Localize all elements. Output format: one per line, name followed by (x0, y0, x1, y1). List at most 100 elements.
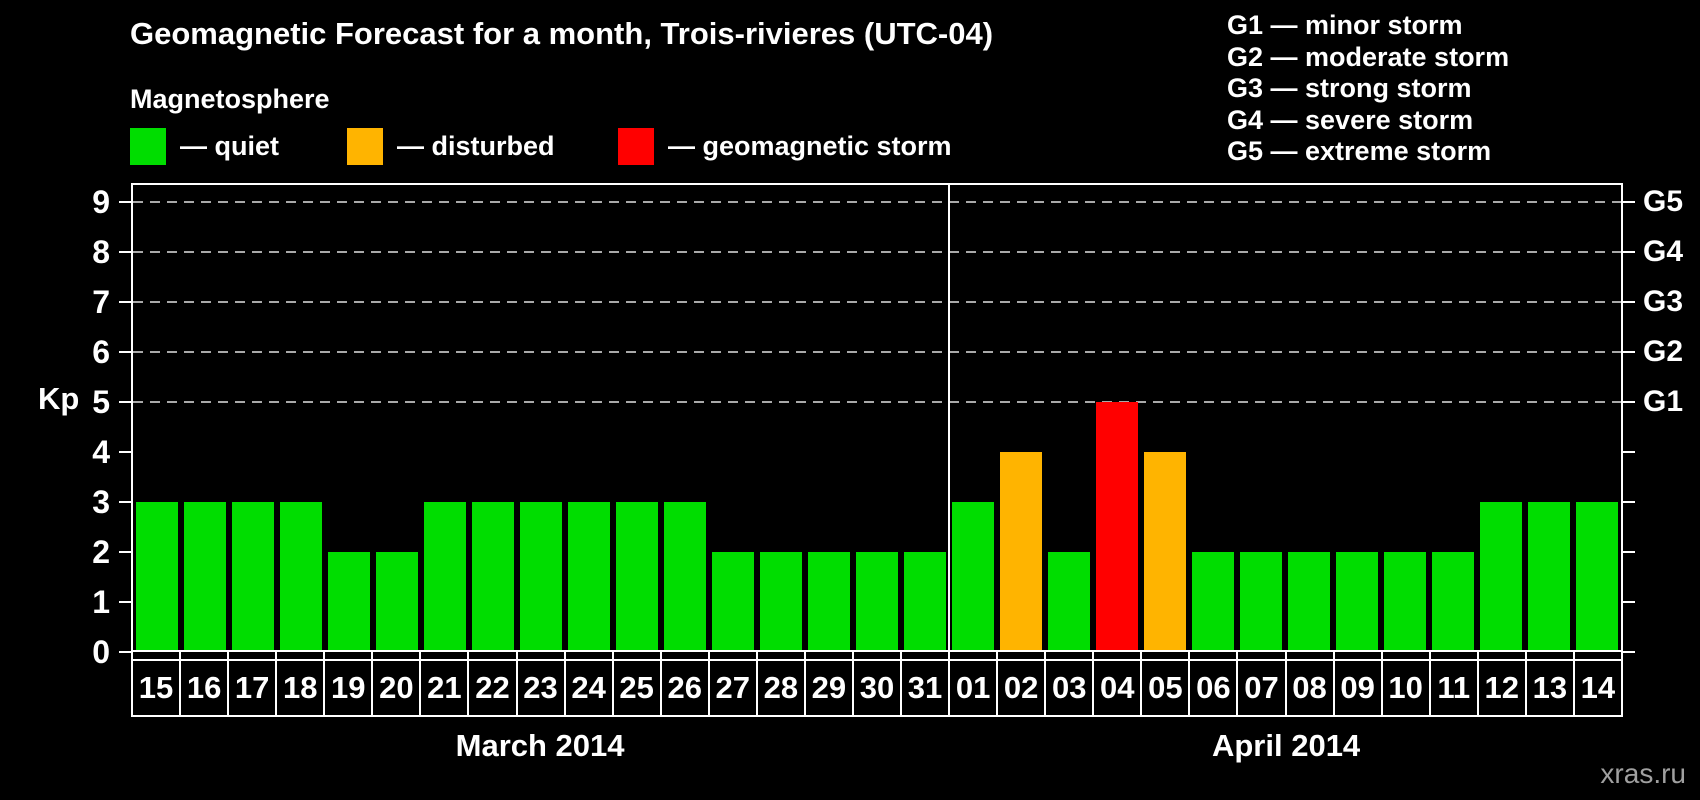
g-axis-label-G2: G2 (1643, 335, 1684, 368)
bottom-tick-12 (707, 652, 710, 660)
date-cell-10: 10 (1380, 659, 1431, 717)
bottom-tick-13 (755, 652, 758, 660)
date-cell-06: 06 (1188, 659, 1239, 717)
date-axis: 15 16 17 18 19 20 21 22 23 24 25 26 27 28 29 30 31 01 02 03… (131, 659, 1623, 717)
kp-bar-day-17 (232, 502, 275, 650)
bottom-tick-7 (467, 652, 470, 660)
bottom-tick-0 (131, 652, 133, 660)
kp-bar-day-10 (1384, 552, 1427, 650)
kp-bar-day-06 (1192, 552, 1235, 650)
date-cell-14: 14 (1572, 659, 1623, 717)
kp-bar-day-28 (760, 552, 803, 650)
kp-bar-day-14 (1576, 502, 1619, 650)
legend-swatch-disturbed (347, 127, 383, 165)
y-axis-label-5: 5 (92, 384, 110, 420)
g-axis-label-G5: G5 (1643, 185, 1684, 218)
kp-bar-day-20 (376, 552, 419, 650)
date-cell-19: 19 (323, 659, 374, 717)
y-axis-label-1: 1 (92, 584, 110, 620)
right-tick-5 (1623, 401, 1635, 403)
g-axis-label-G4: G4 (1643, 235, 1684, 268)
date-cell-24: 24 (563, 659, 614, 717)
y-axis-label-8: 8 (92, 234, 110, 270)
legend-item-quiet: — quiet (130, 126, 279, 166)
right-tick-0 (1623, 651, 1635, 653)
bottom-tick-4 (323, 652, 326, 660)
date-cell-25: 25 (611, 659, 662, 717)
right-tick-6 (1623, 351, 1635, 353)
g-legend-line: G4 — severe storm (1227, 104, 1474, 135)
month-divider (948, 185, 950, 650)
legend-swatch-storm (618, 127, 654, 165)
month-label-april: April 2014 (1211, 728, 1361, 763)
left-tick-6 (119, 351, 131, 353)
bottom-tick-24 (1284, 652, 1287, 660)
y-axis-label-7: 7 (92, 284, 110, 320)
bottom-tick-26 (1380, 652, 1383, 660)
kp-bar-day-27 (712, 552, 755, 650)
bottom-tick-30 (1572, 652, 1575, 660)
date-cell-17: 17 (227, 659, 278, 717)
g-scale-legend: G1 — minor storm G2 — moderate storm G3 — … (1227, 10, 1509, 168)
subtitle-magnetosphere: Magnetosphere (130, 84, 330, 114)
g-legend-line: G1 — minor storm (1227, 10, 1463, 40)
left-tick-2 (119, 551, 131, 553)
date-cell-15: 15 (131, 659, 182, 717)
date-cell-01: 01 (948, 659, 999, 717)
y-axis-label-0: 0 (92, 634, 110, 670)
right-tick-2 (1623, 551, 1635, 553)
y-axis-label-6: 6 (92, 334, 110, 370)
kp-bar-day-26 (664, 502, 707, 650)
date-cell-23: 23 (515, 659, 566, 717)
kp-bar-day-16 (184, 502, 227, 650)
date-cell-27: 27 (707, 659, 758, 717)
legend-swatch-quiet (130, 127, 166, 165)
kp-bar-day-24 (568, 502, 611, 650)
bottom-tick-21 (1140, 652, 1143, 660)
bottom-tick-22 (1188, 652, 1191, 660)
bottom-tick-8 (515, 652, 518, 660)
bottom-tick-15 (851, 652, 854, 660)
kp-bar-day-31 (904, 552, 947, 650)
date-cell-04: 04 (1092, 659, 1143, 717)
right-tick-1 (1623, 601, 1635, 603)
g-legend-line: G3 — strong storm (1227, 73, 1472, 103)
date-cell-13: 13 (1524, 659, 1575, 717)
legend-label: — disturbed (397, 130, 555, 161)
left-tick-4 (119, 451, 131, 453)
kp-bar-day-25 (616, 502, 659, 650)
date-cell-26: 26 (659, 659, 710, 717)
date-cell-16: 16 (179, 659, 230, 717)
left-tick-3 (119, 501, 131, 503)
right-tick-4 (1623, 451, 1635, 453)
bottom-tick-25 (1332, 652, 1335, 660)
date-cell-11: 11 (1428, 659, 1479, 717)
date-cell-22: 22 (467, 659, 518, 717)
y-axis-label-4: 4 (92, 434, 110, 470)
kp-bar-day-12 (1480, 502, 1523, 650)
kp-bar-day-29 (808, 552, 851, 650)
bottom-tick-11 (659, 652, 662, 660)
date-cell-20: 20 (371, 659, 422, 717)
kp-bar-day-07 (1240, 552, 1283, 650)
g-axis-label-G3: G3 (1643, 285, 1684, 318)
bottom-tick-14 (803, 652, 806, 660)
legend-label: — geomagnetic storm (668, 130, 952, 161)
bottom-tick-20 (1092, 652, 1095, 660)
right-tick-8 (1623, 251, 1635, 253)
kp-bar-day-01 (952, 502, 995, 650)
gridline-kp5 (133, 401, 1621, 403)
gridline-kp9 (133, 201, 1621, 203)
left-tick-0 (119, 651, 131, 653)
kp-axis-title: Kp (38, 381, 80, 416)
kp-bar-day-19 (328, 552, 371, 650)
bottom-tick-9 (563, 652, 566, 660)
legend-item-storm: — geomagnetic storm (618, 126, 952, 166)
kp-bar-day-03 (1048, 552, 1091, 650)
y-axis-label-9: 9 (92, 184, 110, 220)
bottom-tick-16 (900, 652, 903, 660)
bottom-tick-17 (948, 652, 951, 660)
gridline-kp8 (133, 251, 1621, 253)
left-tick-8 (119, 251, 131, 253)
